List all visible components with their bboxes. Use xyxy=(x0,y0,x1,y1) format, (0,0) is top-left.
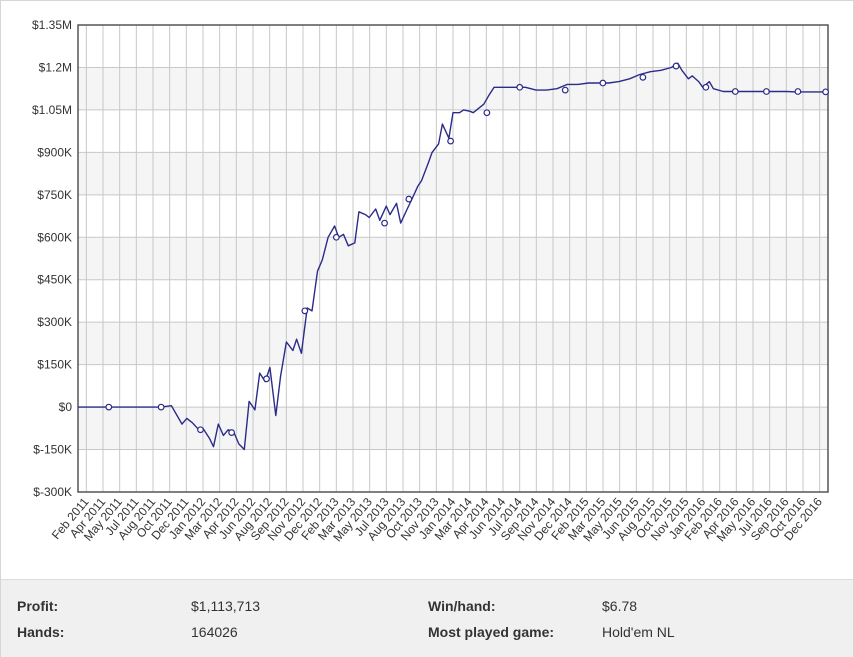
profit-line xyxy=(78,62,828,451)
hands-label: Hands: xyxy=(17,624,65,640)
most-played-game-label: Most played game: xyxy=(428,624,555,640)
data-point-marker xyxy=(228,429,236,436)
hands-value: 164026 xyxy=(191,624,238,640)
profit-label: Profit: xyxy=(17,598,59,614)
data-point-marker xyxy=(301,307,309,315)
y-tick-label: $-150K xyxy=(33,443,72,457)
data-point-marker xyxy=(405,195,413,203)
y-tick-label: $300K xyxy=(37,315,72,329)
profit-value: $1,113,713 xyxy=(191,598,261,614)
data-point-marker xyxy=(794,88,802,95)
data-point-marker xyxy=(483,109,491,117)
data-point-marker xyxy=(447,137,455,145)
data-point-marker xyxy=(561,86,569,94)
data-point-marker xyxy=(672,62,680,70)
data-point-marker xyxy=(381,219,388,227)
win-per-hand-label: Win/hand: xyxy=(428,598,496,614)
y-tick-label: $1.2M xyxy=(39,60,72,74)
y-tick-label: $750K xyxy=(37,188,72,202)
data-point-marker xyxy=(731,88,739,95)
most-played-game-value: Hold'em NL xyxy=(602,624,675,640)
y-tick-label: $150K xyxy=(37,358,72,372)
data-point-marker xyxy=(105,403,113,411)
data-point-marker xyxy=(516,83,524,91)
y-tick-label: $450K xyxy=(37,273,72,287)
y-tick-label: $1.35M xyxy=(32,18,72,32)
data-point-marker xyxy=(822,88,830,96)
y-tick-label: $900K xyxy=(37,145,72,159)
y-tick-label: $1.05M xyxy=(32,103,72,117)
y-tick-label: $0 xyxy=(59,400,73,414)
y-tick-label: $600K xyxy=(37,230,72,244)
profit-chart: $1.35M $1.2M $1.05M $900K $750K $600K $450K $30… xyxy=(32,18,830,544)
stats-panel: Profit: $1,113,713 Win/hand: $6.78 Hands… xyxy=(1,579,853,657)
win-per-hand-value: $6.78 xyxy=(602,598,638,614)
data-point-marker xyxy=(763,88,770,95)
plot-border xyxy=(77,24,829,493)
data-point-marker xyxy=(197,426,204,434)
data-point-marker xyxy=(702,83,710,91)
data-point-marker xyxy=(639,73,647,81)
data-point-marker xyxy=(599,79,607,87)
y-tick-label: $-300K xyxy=(33,485,72,499)
data-point-marker xyxy=(157,403,165,411)
data-point-marker xyxy=(332,233,340,241)
data-point-marker xyxy=(263,375,270,383)
